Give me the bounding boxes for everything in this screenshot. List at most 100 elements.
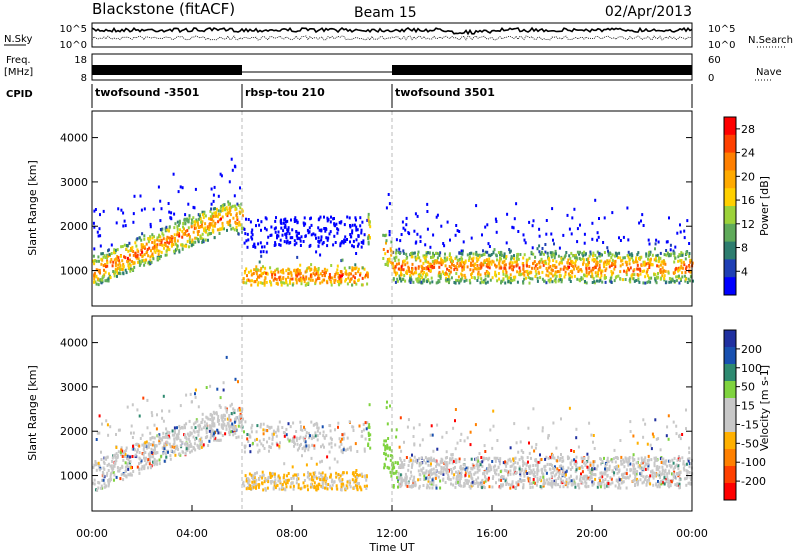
velocity-cell (427, 477, 430, 481)
velocity-cell (253, 476, 256, 480)
velocity-cell (533, 481, 536, 485)
power-cell (287, 228, 290, 232)
power-cell (357, 242, 360, 246)
power-cell (176, 227, 179, 231)
velocity-cell (623, 460, 626, 464)
power-cell (646, 274, 649, 278)
power-cell (153, 240, 156, 244)
power-cell (439, 251, 442, 255)
power-cell (634, 260, 637, 264)
power-cell (529, 277, 532, 281)
velocity-cell (649, 482, 652, 486)
velocity-cell (194, 426, 197, 430)
power-cell (479, 273, 482, 277)
velocity-cell (339, 479, 342, 483)
velocity-cell (668, 469, 671, 473)
power-cell (395, 238, 398, 242)
velocity-cell (174, 453, 177, 457)
power-cell (544, 250, 547, 254)
velocity-cell (365, 487, 368, 490)
velocity-cell (105, 419, 108, 423)
power-cell (304, 283, 307, 287)
power-cell (356, 228, 359, 232)
velocity-cell (296, 478, 298, 481)
velocity-cell (402, 478, 405, 482)
power-cell (687, 277, 690, 281)
velocity-cell (579, 475, 582, 479)
power-cell (115, 248, 117, 252)
velocity-cell (342, 482, 345, 486)
power-cell (168, 225, 171, 229)
power-cell (504, 268, 507, 272)
velocity-cell (130, 424, 133, 428)
velocity-cell (442, 478, 444, 482)
velocity-cell (397, 480, 399, 483)
velocity-cell (470, 476, 473, 480)
power-cell (318, 217, 321, 221)
power-cell (419, 235, 422, 239)
power-cell (458, 230, 461, 233)
power-cell (533, 266, 536, 270)
velocity-cell (253, 472, 256, 476)
power-cell (610, 270, 613, 273)
velocity-cell (467, 479, 470, 483)
power-cell (285, 277, 287, 281)
velocity-cell (310, 420, 313, 424)
power-cell (462, 267, 465, 271)
power-cell (251, 272, 254, 276)
power-cell (655, 281, 658, 285)
power-cell (422, 261, 425, 265)
velocity-cell (661, 465, 664, 469)
power-cell (561, 278, 563, 282)
power-cell (684, 277, 687, 281)
power-cell (446, 258, 448, 262)
velocity-cell (581, 460, 584, 464)
velocity-cell (560, 479, 563, 483)
power-cell (131, 260, 134, 264)
power-cell (201, 210, 204, 214)
velocity-cell (570, 459, 573, 463)
velocity-cell (216, 419, 219, 423)
power-cell (262, 271, 265, 275)
velocity-cell (450, 468, 453, 471)
velocity-cell (533, 449, 536, 453)
velocity-cell (369, 433, 372, 437)
velocity-cell (549, 455, 552, 459)
velocity-cell (654, 418, 657, 422)
power-cell (596, 279, 598, 283)
velocity-cell (511, 480, 514, 484)
power-cell (458, 251, 461, 255)
velocity-cell (658, 470, 661, 474)
velocity-cell (549, 467, 552, 471)
power-cell (596, 263, 598, 267)
power-cell (294, 216, 297, 220)
power-cell (226, 208, 229, 212)
power-cell (398, 262, 400, 266)
power-cell (248, 279, 251, 283)
power-cell (477, 272, 479, 276)
velocity-cell (368, 437, 371, 441)
velocity-cell (401, 465, 404, 469)
velocity-cell (319, 431, 322, 435)
velocity-cell (628, 456, 631, 459)
velocity-cell (480, 483, 483, 487)
power-cell (675, 279, 678, 283)
velocity-cell (591, 471, 594, 475)
power-cell (523, 270, 526, 274)
power-cell (110, 258, 113, 261)
velocity-cell (384, 444, 387, 448)
velocity-cell (314, 431, 317, 435)
power-cell (99, 234, 102, 238)
velocity-cell (452, 476, 455, 480)
power-cell (227, 200, 230, 204)
power-cell (573, 274, 576, 278)
power-cell (98, 227, 101, 231)
velocity-cell (209, 417, 212, 421)
velocity-cell (423, 474, 426, 478)
power-cell (110, 243, 113, 247)
velocity-cell (530, 445, 533, 449)
velocity-cell (437, 471, 440, 474)
velocity-cell (517, 450, 520, 454)
power-cell (243, 241, 246, 245)
velocity-cell (269, 480, 272, 484)
